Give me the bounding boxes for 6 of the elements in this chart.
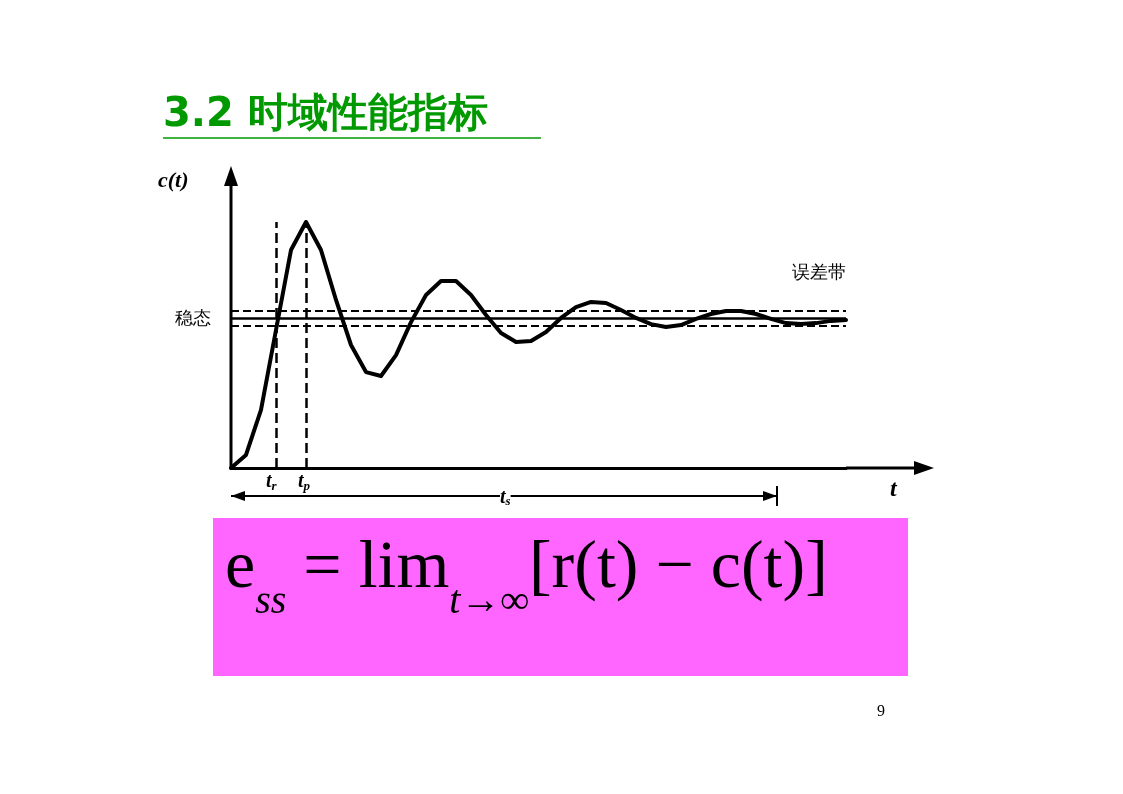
x-axis-title: t [890,475,898,501]
ref-line-label: 稳态 [175,307,211,329]
y-axis-title: c(t) [158,166,189,192]
text: 9 [877,701,885,719]
ref-line-label: 误差带 [792,261,846,283]
chart-title: 3.2 时域性能指标 [163,89,488,135]
